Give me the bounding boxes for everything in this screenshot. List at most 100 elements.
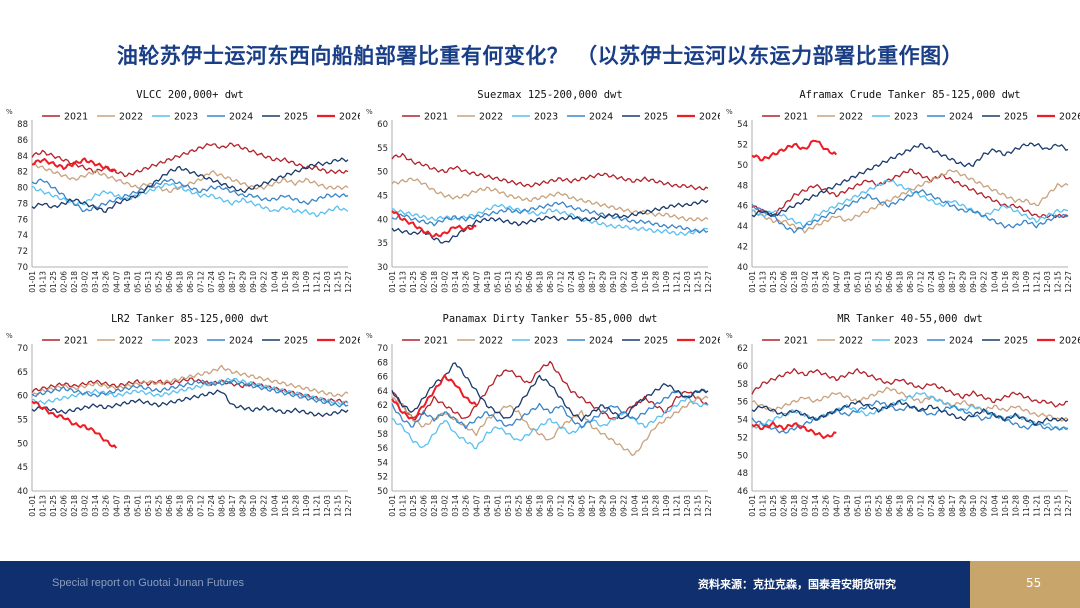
x-tick-label: 02-06 [420,495,429,517]
chart-title: VLCC 200,000+ dwt [136,89,243,101]
y-tick-label: 50 [737,451,748,461]
series-line-2026 [751,421,837,440]
x-tick-label: 03-02 [441,271,450,293]
chart-title: LR2 Tanker 85-125,000 dwt [111,313,269,325]
x-tick-label: 07-12 [917,495,926,517]
x-tick-label: 05-01 [493,495,502,517]
series-line-2025 [31,157,349,214]
x-tick-label: 06-30 [546,495,555,517]
x-tick-label: 05-01 [493,271,502,293]
x-tick-label: 08-29 [239,495,248,517]
x-tick-label: 12-15 [333,271,342,293]
x-tick-label: 10-16 [281,495,290,517]
footer-bar [0,561,1080,608]
x-tick-label: 10-16 [1001,271,1010,293]
legend-label-2022: 2022 [479,336,503,347]
x-tick-label: 03-02 [81,495,90,517]
x-tick-label: 01-25 [769,271,778,293]
x-tick-label: 09-10 [609,495,618,517]
y-tick-label: 52 [377,473,388,483]
x-tick-label: 09-10 [249,495,258,517]
y-tick-label: 40 [377,215,388,225]
x-tick-label: 09-22 [260,271,269,293]
y-tick-label: 50 [737,161,748,171]
x-tick-label: 12-03 [683,495,692,517]
legend-label-2025: 2025 [284,336,308,347]
y-unit: % [726,108,733,116]
x-tick-label: 04-19 [843,271,852,293]
x-tick-label: 03-14 [451,495,460,517]
x-tick-label: 11-09 [302,495,311,517]
legend-label-2023: 2023 [894,336,918,347]
x-tick-label: 05-25 [154,495,163,517]
x-tick-label: 01-01 [388,495,397,517]
x-tick-label: 09-10 [969,495,978,517]
x-tick-label: 09-22 [980,271,989,293]
x-tick-label: 08-17 [228,495,237,517]
legend-label-2025: 2025 [1004,112,1028,123]
x-tick-label: 10-28 [1011,271,1020,293]
legend-label-2026: 2026 [1059,112,1080,123]
x-tick-label: 07-24 [207,495,216,517]
x-tick-label: 10-28 [291,271,300,293]
x-tick-label: 06-06 [525,495,534,517]
x-tick-label: 05-13 [144,495,153,517]
x-tick-label: 10-04 [270,495,279,517]
y-tick-label: 30 [377,263,388,273]
y-tick-label: 50 [377,168,388,178]
legend-label-2024: 2024 [229,112,253,123]
x-tick-label: 10-28 [1011,495,1020,517]
x-tick-label: 04-07 [832,271,841,293]
series-line-2023 [31,377,349,405]
x-tick-label: 02-06 [420,271,429,293]
x-tick-label: 07-24 [567,271,576,293]
legend-label-2022: 2022 [119,336,143,347]
x-tick-label: 05-01 [133,271,142,293]
x-tick-label: 12-03 [323,271,332,293]
x-tick-label: 01-25 [49,495,58,517]
series-line-2026 [391,210,477,238]
y-tick-label: 42 [737,243,748,253]
page-number: 55 [1026,576,1042,590]
x-tick-label: 10-04 [630,271,639,293]
y-tick-label: 55 [17,416,28,426]
chart-svg: VLCC 200,000+ dwt% 2021 2022 2023 2024 2025 20… [6,89,360,293]
x-tick-label: 07-24 [927,271,936,293]
y-tick-label: 86 [17,136,28,146]
legend-label-2021: 2021 [64,112,88,123]
series-line-2022 [391,395,709,457]
y-tick-label: 60 [737,362,748,372]
y-tick-label: 62 [737,344,748,354]
x-tick-label: 04-07 [832,495,841,517]
x-tick-label: 10-28 [651,271,660,293]
x-tick-label: 08-05 [938,271,947,293]
x-tick-label: 06-18 [175,495,184,517]
x-tick-label: 12-03 [1043,271,1052,293]
x-tick-label: 08-29 [239,271,248,293]
legend-label-2021: 2021 [64,336,88,347]
y-tick-label: 56 [737,398,748,408]
x-tick-label: 05-25 [874,271,883,293]
legend-label-2024: 2024 [949,112,973,123]
legend-label-2024: 2024 [229,336,253,347]
y-unit: % [366,332,373,340]
x-tick-label: 04-07 [472,271,481,293]
y-tick-label: 50 [377,487,388,497]
x-tick-label: 06-18 [535,495,544,517]
x-tick-label: 06-30 [546,271,555,293]
y-tick-label: 56 [377,444,388,454]
y-tick-label: 35 [377,239,388,249]
footer-accent [970,561,1080,608]
y-tick-label: 60 [17,392,28,402]
x-tick-label: 12-27 [704,495,713,517]
x-tick-label: 01-25 [49,271,58,293]
x-tick-label: 07-12 [197,271,206,293]
x-tick-label: 07-24 [567,495,576,517]
x-tick-label: 05-01 [853,271,862,293]
series-line-2022 [751,386,1069,422]
series-line-2026 [31,400,118,449]
x-tick-label: 10-04 [270,271,279,293]
footer-report-label: Special report on Guotai Junan Futures [52,577,245,589]
legend-label-2022: 2022 [119,112,143,123]
x-tick-label: 12-15 [1053,495,1062,517]
